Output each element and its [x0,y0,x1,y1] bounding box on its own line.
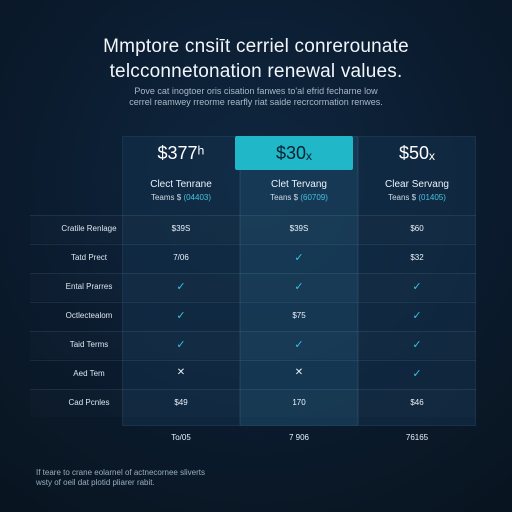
table-cell: $32 [410,253,424,262]
row-label: Octlectealom [65,311,113,320]
row-label: Tatd Prect [70,253,107,262]
subtitle-line-1: Pove cat inogtoer oris cisation fanwes t… [134,86,378,96]
check-icon: ✓ [294,252,304,264]
plan-column-2[interactable] [240,136,358,426]
table-row [30,360,476,388]
check-icon: ✓ [176,281,186,293]
table-row [30,331,476,359]
table-cell: $39S [171,224,191,233]
check-icon: ✓ [176,339,186,351]
check-icon: ✓ [412,368,422,380]
footnote-line-2: wsty of oeil dat plotid pliarer rabit. [36,478,155,487]
totals-row: To/05 7 906 76165 [30,433,476,447]
row-label: Aed Tem [73,369,105,378]
table-cell: $46 [410,398,424,407]
check-icon: ✓ [412,281,422,293]
footnote: If teare to crane eolarnel of actnecorne… [36,468,205,488]
table-row [30,244,476,272]
plan-name-3: Clear Servang [385,179,449,190]
title-line-1: Mmptore cnsiīt cerriel conrerounate [103,36,409,57]
row-label: Ental Prarres [65,282,113,291]
row-label: Cratile Renlage [61,224,117,233]
pricing-table: $377ʰ $30ₓ $50ₓ Clect Tenrane Clet Terva… [30,136,476,430]
plan-column-3 [358,136,476,426]
table-cell: $49 [174,398,188,407]
title-line-2: telcconnetonation renewal values. [109,61,403,82]
plan-name-2: Clet Tervang [271,179,327,190]
plan-price-2[interactable]: $30ₓ [235,136,353,170]
table-cell: $39S [289,224,309,233]
table-cell: 170 [292,398,306,407]
plan-sub-prefix-3: Teans $ [388,193,419,202]
totals-value: 76165 [405,433,429,442]
cross-icon: ✕ [294,367,304,378]
plan-sub-2: Teans $ (60709) [240,193,358,202]
plan-price-1[interactable]: $377ʰ [157,142,205,163]
table-row [30,389,476,417]
table-cell: $75 [292,311,306,320]
plan-sub-value-2: (60709) [300,193,328,202]
check-icon: ✓ [294,339,304,351]
plan-sub-value-1: (04403) [183,193,212,202]
footnote-line-1: If teare to crane eolarnel of actnecorne… [36,468,205,477]
check-icon: ✓ [412,310,422,322]
row-label: Taid Terms [69,340,109,349]
check-icon: ✓ [176,310,186,322]
row-label: Cad Pcnles [68,398,110,407]
check-icon: ✓ [294,281,304,293]
table-cell: 7/06 [173,253,189,262]
plan-sub-1: Teams $ (04403) [122,193,240,202]
table-rows: Cratile Renlage $39S $39S $60 Tatd Prect… [30,215,476,420]
plan-sub-value-3: (01405) [418,193,446,202]
plan-price-3[interactable]: $50ₓ [399,142,435,163]
table-row [30,302,476,330]
table-row [30,273,476,301]
table-cell: $60 [410,224,424,233]
totals-label: To/05 [171,433,191,442]
check-icon: ✓ [412,339,422,351]
page-title: Mmptore cnsiīt cerriel conrerounate telc… [0,34,512,84]
plan-column-1 [122,136,240,426]
plan-sub-prefix-2: Teans $ [270,193,301,202]
plan-name-1: Clect Tenrane [150,179,212,190]
plan-sub-3: Teans $ (01405) [358,193,476,202]
totals-value: 7 906 [288,433,310,442]
subtitle-line-2: cerrel reamwey rreorme rearfly riat said… [129,97,383,107]
table-row [30,215,476,243]
cross-icon: ✕ [176,367,186,378]
page-subtitle: Pove cat inogtoer oris cisation fanwes t… [0,86,512,108]
plan-sub-prefix-1: Teams $ [150,193,184,202]
